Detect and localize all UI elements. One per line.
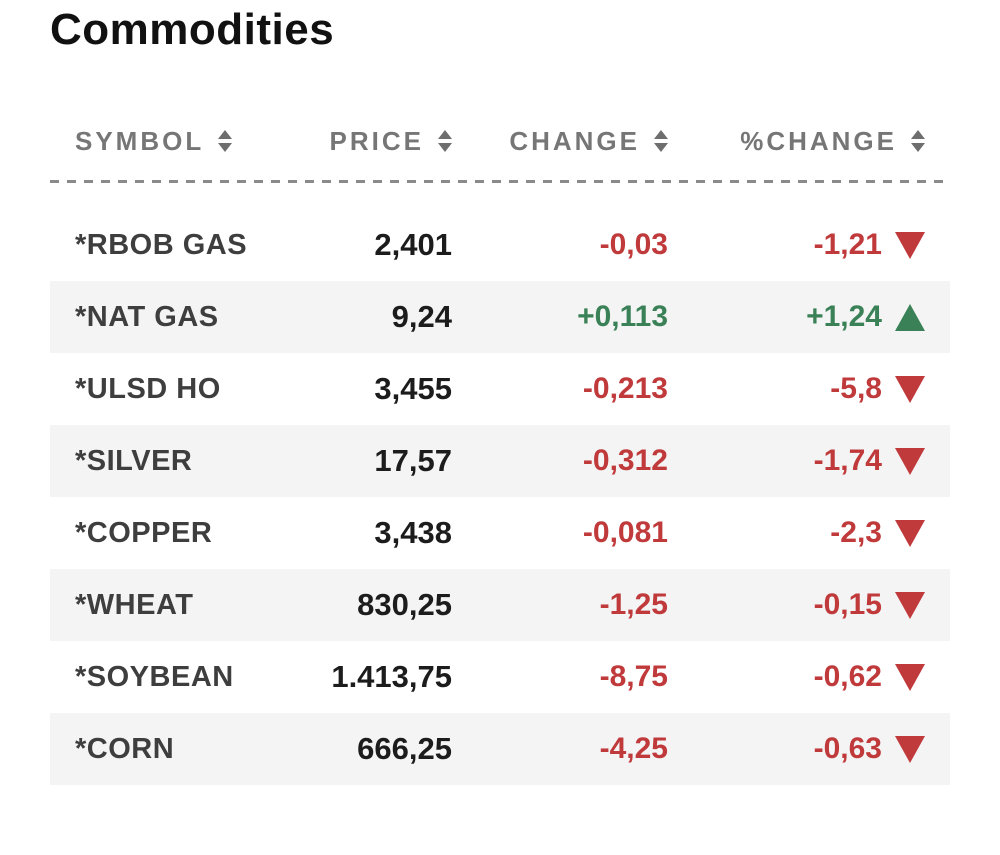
column-header-price[interactable]: PRICE [280,126,460,157]
column-header-percent-change-label: %CHANGE [740,125,897,156]
symbol-cell: *NAT GAS [75,300,219,333]
change-cell: -8,75 [599,660,668,693]
triangle-down-icon [895,735,925,763]
price-cell: 2,401 [374,227,452,262]
table-row[interactable]: *COPPER 3,438 -0,081 -2,3 [50,497,950,569]
column-header-symbol[interactable]: SYMBOL [50,126,280,157]
price-cell: 666,25 [357,731,452,766]
triangle-down-icon [895,663,925,691]
header-divider [50,180,950,183]
price-cell: 17,57 [374,443,452,478]
table-row[interactable]: *SILVER 17,57 -0,312 -1,74 [50,425,950,497]
triangle-down-icon [895,447,925,475]
sort-arrows-icon [438,130,452,152]
column-header-percent-change[interactable]: %CHANGE [676,126,950,157]
sort-arrows-icon [218,130,233,152]
percent-change-cell: -5,8 [676,372,950,406]
column-header-change[interactable]: CHANGE [460,126,676,157]
table-header-row: SYMBOL PRICE CHANGE %CHANGE [50,120,950,162]
symbol-cell: *ULSD HO [75,372,221,405]
change-cell: -0,213 [582,372,668,405]
percent-change-value: +1,24 [806,300,882,333]
change-cell: -0,081 [582,516,668,549]
price-cell: 9,24 [391,299,452,334]
symbol-cell: *SILVER [75,444,193,477]
commodities-widget: Commodities SYMBOL PRICE CHANGE %CHANGE … [50,6,950,785]
table-row[interactable]: *RBOB GAS 2,401 -0,03 -1,21 [50,209,950,281]
percent-change-cell: +1,24 [676,300,950,334]
price-cell: 3,455 [374,371,452,406]
symbol-cell: *COPPER [75,516,213,549]
triangle-up-icon [895,303,925,331]
triangle-down-icon [895,519,925,547]
table-row[interactable]: *SOYBEAN 1.413,75 -8,75 -0,62 [50,641,950,713]
sort-arrows-icon [911,130,925,152]
percent-change-value: -0,63 [813,732,882,765]
change-cell: -0,312 [582,444,668,477]
table-body: *RBOB GAS 2,401 -0,03 -1,21 *NAT GAS 9,2… [50,209,950,785]
change-cell: +0,113 [577,300,668,333]
price-cell: 830,25 [357,587,452,622]
percent-change-value: -2,3 [830,516,882,549]
page-title: Commodities [50,5,335,54]
price-cell: 3,438 [374,515,452,550]
column-header-change-label: CHANGE [509,125,640,156]
percent-change-value: -5,8 [830,372,882,405]
percent-change-cell: -1,74 [676,444,950,478]
column-header-symbol-label: SYMBOL [75,125,205,156]
percent-change-value: -1,21 [813,228,882,261]
percent-change-cell: -0,15 [676,588,950,622]
triangle-down-icon [895,375,925,403]
triangle-down-icon [895,591,925,619]
percent-change-cell: -0,62 [676,660,950,694]
symbol-cell: *RBOB GAS [75,228,248,261]
percent-change-cell: -0,63 [676,732,950,766]
change-cell: -0,03 [599,228,668,261]
sort-arrows-icon [654,130,668,152]
table-row[interactable]: *CORN 666,25 -4,25 -0,63 [50,713,950,785]
price-cell: 1.413,75 [331,659,452,694]
table-row[interactable]: *WHEAT 830,25 -1,25 -0,15 [50,569,950,641]
percent-change-value: -0,15 [813,588,882,621]
commodities-table: SYMBOL PRICE CHANGE %CHANGE *RBOB GAS 2,… [50,120,950,785]
column-header-price-label: PRICE [329,125,424,156]
percent-change-cell: -1,21 [676,228,950,262]
table-row[interactable]: *NAT GAS 9,24 +0,113 +1,24 [50,281,950,353]
symbol-cell: *WHEAT [75,588,194,621]
percent-change-value: -0,62 [813,660,882,693]
percent-change-value: -1,74 [813,444,882,477]
percent-change-cell: -2,3 [676,516,950,550]
change-cell: -1,25 [599,588,668,621]
table-row[interactable]: *ULSD HO 3,455 -0,213 -5,8 [50,353,950,425]
triangle-down-icon [895,231,925,259]
change-cell: -4,25 [599,732,668,765]
symbol-cell: *CORN [75,732,175,765]
symbol-cell: *SOYBEAN [75,660,234,693]
